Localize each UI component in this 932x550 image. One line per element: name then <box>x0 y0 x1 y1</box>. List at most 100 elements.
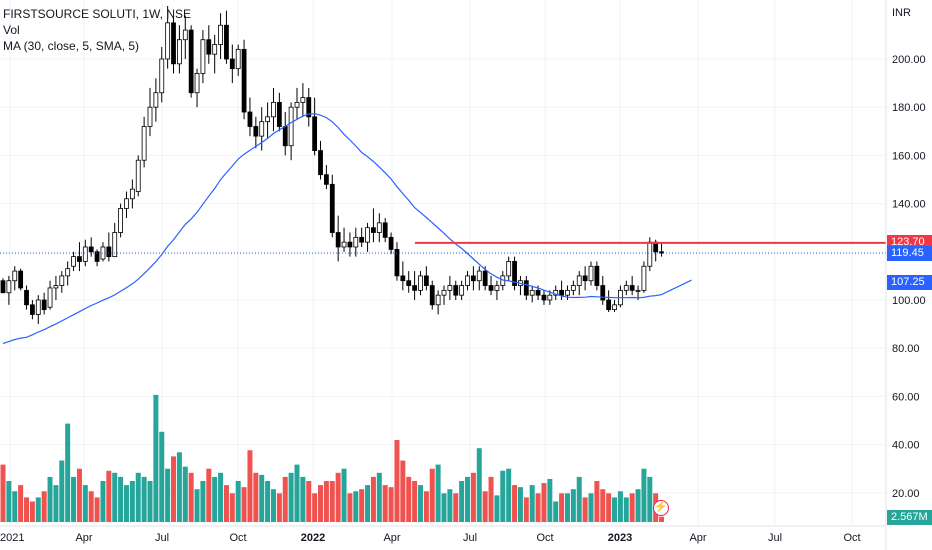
ma-indicator-label[interactable]: MA (30, close, 5, SMA, 5) <box>3 39 140 53</box>
candle-body <box>35 299 41 315</box>
volume-bar <box>535 493 541 522</box>
candle-body <box>429 285 435 306</box>
candle-body <box>12 270 18 282</box>
volume-bars <box>0 394 665 522</box>
candle-body <box>71 256 76 267</box>
volume-bar <box>323 481 329 522</box>
price-tick-label: 160.00 <box>892 150 926 162</box>
candle-body <box>224 24 229 60</box>
volume-indicator-label[interactable]: Vol <box>3 23 20 37</box>
candle-body <box>423 275 429 286</box>
volume-bar <box>641 468 647 522</box>
candle-body <box>535 289 541 296</box>
time-tick-label: Oct <box>843 532 860 544</box>
candle-body <box>318 150 323 176</box>
volume-bar <box>629 493 635 522</box>
candle-body <box>247 111 253 127</box>
candle-body <box>482 270 488 286</box>
candle-body <box>276 101 282 127</box>
volume-bar <box>370 476 376 522</box>
volume-bar <box>123 485 129 522</box>
time-axis[interactable]: 2021 Apr Jul Oct 2022 Apr Jul Oct 2023 Apr Jul Oct <box>0 532 861 544</box>
volume-bar <box>141 476 147 522</box>
candle-body <box>335 232 341 248</box>
volume-bar <box>0 464 6 522</box>
volume-bar <box>612 497 618 522</box>
candle-body <box>329 183 335 233</box>
volume-bar <box>265 481 271 522</box>
candle-body <box>206 39 212 55</box>
candle-body <box>476 270 482 282</box>
volume-bar <box>106 470 112 522</box>
candle-body <box>165 22 171 60</box>
symbol-title[interactable]: FIRSTSOURCE SOLUTI, 1W, NSE <box>3 7 192 21</box>
price-axis[interactable]: 200.00 180.00 160.00 140.00 100.00 80.00 60.00… <box>892 54 926 500</box>
volume-bar <box>53 485 59 522</box>
time-tick-label: 2022 <box>301 532 325 544</box>
candle-body <box>94 251 100 262</box>
candlesticks <box>0 5 664 325</box>
time-tick-label: 2023 <box>608 532 632 544</box>
candle-body <box>24 289 29 306</box>
volume-bar <box>206 468 212 522</box>
candle-body <box>659 251 664 254</box>
last-price-badge: 119.45 <box>887 245 932 261</box>
volume-bar <box>388 487 394 522</box>
candle-body <box>376 222 382 233</box>
flash-alert-icon[interactable]: ⚡ <box>653 500 669 516</box>
candle-body <box>159 58 165 94</box>
volume-bar <box>541 483 547 522</box>
volume-bar <box>559 493 565 522</box>
time-tick-label: Apr <box>689 532 706 544</box>
candle-body <box>0 280 6 294</box>
candle-body <box>118 208 123 233</box>
candle-body <box>635 289 641 292</box>
volume-bar <box>382 485 388 522</box>
volume-bar <box>553 501 559 522</box>
volume-bar <box>129 481 135 522</box>
candle-body <box>153 92 159 108</box>
candle-body <box>88 246 94 253</box>
candle-body <box>529 289 535 296</box>
volume-bar <box>276 493 282 522</box>
moving-average-line <box>2 113 692 345</box>
candle-body <box>6 280 12 294</box>
volume-bar <box>659 516 665 522</box>
volume-bar <box>500 470 506 522</box>
volume-bar <box>488 476 494 522</box>
volume-bar <box>494 495 500 522</box>
candle-body <box>453 285 459 296</box>
candle-body <box>629 285 635 291</box>
candle-body <box>141 126 147 161</box>
candle-body <box>194 73 200 94</box>
candle-body <box>77 256 82 262</box>
volume-bar <box>171 456 177 522</box>
candle-body <box>394 248 400 277</box>
volume-bar <box>547 478 553 522</box>
candle-body <box>559 289 564 296</box>
candle-body <box>623 285 629 291</box>
volume-bar <box>341 468 347 522</box>
price-tick-label: 140.00 <box>892 199 926 211</box>
volume-bar <box>282 476 288 522</box>
volume-bar <box>18 485 24 522</box>
chart-grid <box>0 0 886 526</box>
candle-body <box>106 246 112 258</box>
volume-bar <box>417 485 423 522</box>
volume-bar <box>318 485 324 522</box>
time-tick-label: Oct <box>229 532 246 544</box>
volume-bar <box>294 464 300 522</box>
volume-bar <box>365 485 371 522</box>
candle-body <box>470 275 476 282</box>
volume-bar <box>635 489 641 522</box>
volume-value-badge: 2.567M <box>887 510 932 525</box>
volume-bar <box>223 485 229 522</box>
volume-bar <box>447 489 453 522</box>
volume-bar <box>247 450 253 522</box>
volume-bar <box>412 481 418 522</box>
candle-body <box>312 116 318 151</box>
volume-bar <box>118 476 124 522</box>
volume-bar <box>100 481 106 522</box>
volume-bar <box>288 472 294 522</box>
